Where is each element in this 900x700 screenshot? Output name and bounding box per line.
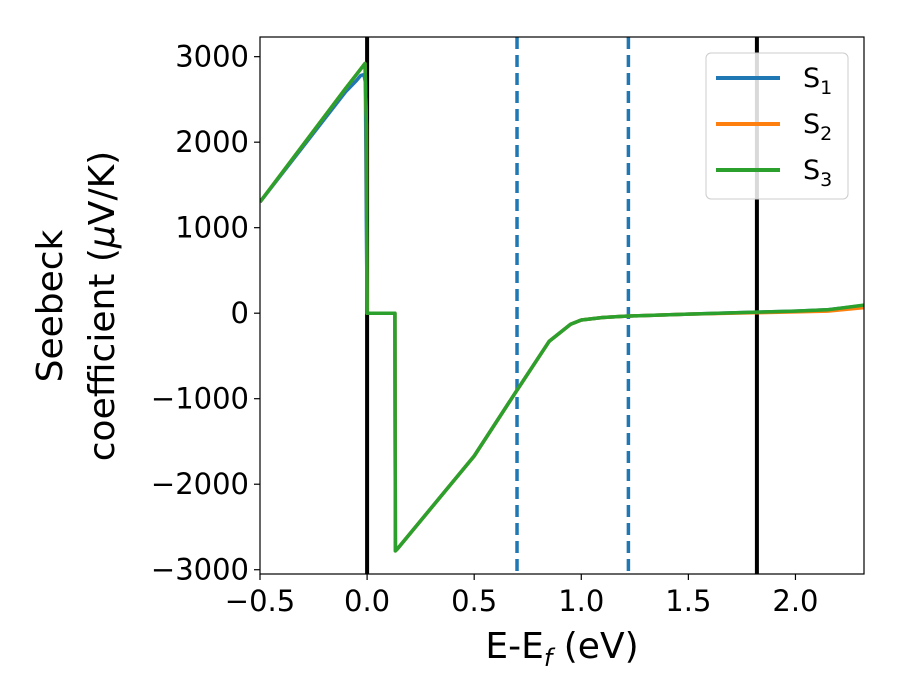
- y-tick-label: −3000: [151, 553, 249, 587]
- y-axis-title-suffix: V/K): [82, 151, 123, 225]
- y-tick-label: 3000: [175, 40, 249, 74]
- y-axis-title-mu: μ: [82, 225, 123, 249]
- x-tick-label: −0.5: [225, 584, 295, 618]
- y-tick-label: −1000: [151, 382, 249, 416]
- y-tick-label: 2000: [175, 125, 249, 159]
- legend-items: S1 S2 S3: [716, 63, 832, 191]
- legend-label-s2: S2: [803, 109, 832, 145]
- y-axis-title-prefix: coefficient (: [82, 248, 123, 461]
- x-axis-title: E-Ef (eV): [485, 626, 638, 672]
- series-line-s3: [260, 61, 864, 553]
- x-axis-title-main: E-E: [485, 626, 543, 667]
- reference-lines: [365, 37, 759, 574]
- x-tick-label: 1.0: [558, 584, 604, 618]
- x-tick-label: 0.0: [344, 584, 390, 618]
- series-lines: [260, 61, 864, 553]
- y-axis-title-line1: Seebeck: [30, 229, 71, 382]
- x-tick-label: 0.5: [451, 584, 497, 618]
- legend-label-s1: S1: [803, 63, 832, 99]
- x-tick-label: 2.0: [772, 584, 818, 618]
- y-tick-label: 1000: [175, 211, 249, 245]
- y-tick-label: 0: [231, 296, 249, 330]
- x-tick-label: 1.5: [665, 584, 711, 618]
- y-axis-title: Seebeck coefficient (μV/K): [30, 151, 123, 461]
- x-axis-title-unit: (eV): [552, 626, 638, 667]
- y-axis-ticks: 3000 2000 1000 0 −1000 −2000 −3000: [151, 40, 260, 587]
- x-axis-ticks: −0.5 0.0 0.5 1.0 1.5 2.0: [225, 574, 819, 618]
- legend-label-s3: S3: [803, 155, 832, 191]
- plot-frame: [259, 36, 865, 575]
- legend: S1 S2 S3: [705, 52, 849, 200]
- y-tick-label: −2000: [151, 467, 249, 501]
- y-axis-title-line2: coefficient (μV/K): [82, 151, 123, 461]
